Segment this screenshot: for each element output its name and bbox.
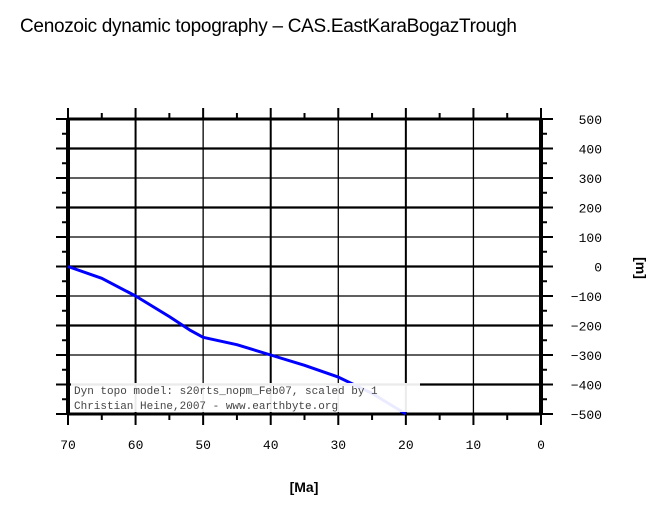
x-tick-label: 70 (60, 438, 76, 453)
y-tick-label: −500 (571, 408, 602, 423)
x-axis-title: [Ma] (290, 479, 319, 495)
x-tick-label: 10 (466, 438, 482, 453)
y-tick-label: −100 (571, 290, 602, 305)
x-tick-label: 0 (537, 438, 545, 453)
y-tick-label: 300 (579, 172, 602, 187)
x-tick-label: 40 (263, 438, 279, 453)
legend-model-text: Dyn topo model: s20rts_nopm_Feb07, scale… (74, 386, 378, 398)
y-tick-label: 0 (594, 261, 602, 276)
x-axis-labels: 70 60 50 40 30 20 10 0 (60, 438, 545, 453)
y-tick-label: 200 (579, 202, 602, 217)
grid-lines (68, 119, 541, 414)
legend-box: Dyn topo model: s20rts_nopm_Feb07, scale… (71, 383, 420, 413)
topography-line (67, 265, 407, 416)
x-tick-label: 60 (128, 438, 144, 453)
y-tick-label: 400 (579, 143, 602, 158)
x-tick-label: 50 (195, 438, 211, 453)
chart-title: Cenozoic dynamic topography – CAS.EastKa… (20, 16, 517, 37)
y-tick-label: 500 (579, 113, 602, 128)
x-tick-label: 30 (330, 438, 346, 453)
legend-credit-text: Christian Heine,2007 - www.earthbyte.org (74, 401, 338, 413)
axis-ticks (56, 108, 553, 425)
y-axis-title: [m] (633, 257, 649, 279)
y-axis-labels: 500 400 300 200 100 0 −100 −200 −300 −400 −500 (571, 113, 602, 423)
y-tick-label: −400 (571, 379, 602, 394)
y-tick-label: −200 (571, 320, 602, 335)
y-tick-label: 100 (579, 231, 602, 246)
x-tick-label: 20 (398, 438, 414, 453)
y-tick-label: −300 (571, 349, 602, 364)
